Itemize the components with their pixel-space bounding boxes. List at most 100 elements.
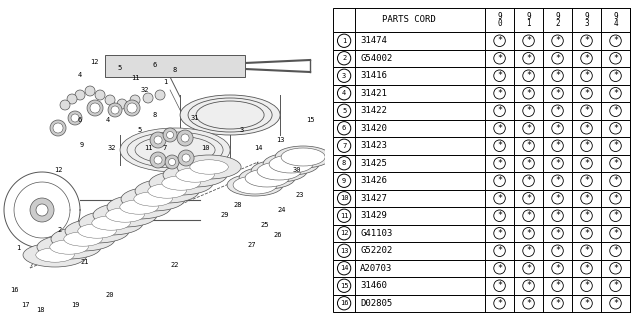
Text: *: * — [555, 229, 560, 238]
Circle shape — [71, 114, 79, 122]
Text: 7: 7 — [342, 143, 346, 149]
Circle shape — [610, 35, 621, 46]
Text: *: * — [497, 211, 502, 220]
Ellipse shape — [127, 132, 223, 168]
Text: 8: 8 — [153, 112, 157, 118]
Text: *: * — [497, 176, 502, 185]
Text: 32: 32 — [141, 87, 149, 93]
Text: *: * — [613, 229, 618, 238]
Circle shape — [87, 100, 103, 116]
Text: *: * — [613, 159, 618, 168]
Circle shape — [163, 128, 177, 142]
Text: 7: 7 — [163, 145, 167, 151]
Bar — [333, 172, 630, 189]
Ellipse shape — [37, 235, 101, 259]
Text: 15: 15 — [306, 117, 314, 123]
Text: 31426: 31426 — [360, 176, 387, 185]
Text: *: * — [526, 194, 531, 203]
Ellipse shape — [177, 155, 241, 179]
Circle shape — [552, 175, 563, 187]
Circle shape — [552, 105, 563, 116]
Text: 2: 2 — [58, 227, 62, 233]
Text: *: * — [555, 141, 560, 150]
Bar — [333, 260, 630, 277]
Text: 6: 6 — [78, 117, 82, 123]
Text: 5: 5 — [138, 127, 142, 133]
Text: *: * — [497, 89, 502, 98]
Circle shape — [75, 90, 85, 100]
Circle shape — [580, 140, 592, 152]
Bar — [333, 294, 630, 312]
Text: *: * — [613, 124, 618, 133]
Text: 31460: 31460 — [360, 281, 387, 290]
Text: *: * — [526, 71, 531, 80]
Text: 4: 4 — [106, 117, 110, 123]
Text: *: * — [584, 124, 589, 133]
Circle shape — [337, 52, 351, 65]
Ellipse shape — [65, 219, 129, 243]
Text: *: * — [526, 124, 531, 133]
Text: *: * — [584, 176, 589, 185]
Circle shape — [580, 210, 592, 221]
Text: *: * — [526, 281, 531, 290]
Circle shape — [610, 123, 621, 134]
Circle shape — [178, 150, 194, 166]
Text: 24: 24 — [278, 207, 286, 213]
Text: G41103: G41103 — [360, 229, 392, 238]
Ellipse shape — [134, 192, 172, 206]
Text: 29: 29 — [221, 212, 229, 218]
Text: *: * — [555, 106, 560, 115]
Circle shape — [337, 87, 351, 100]
Text: 12: 12 — [340, 230, 348, 236]
Circle shape — [130, 95, 140, 105]
Circle shape — [67, 94, 77, 104]
Text: 12: 12 — [54, 167, 62, 173]
Ellipse shape — [135, 136, 215, 164]
Circle shape — [494, 228, 506, 239]
Text: *: * — [613, 246, 618, 255]
Text: *: * — [613, 176, 618, 185]
Text: 6: 6 — [342, 125, 346, 131]
Text: G54002: G54002 — [360, 54, 392, 63]
Circle shape — [610, 298, 621, 309]
Text: *: * — [613, 281, 618, 290]
Text: 18: 18 — [36, 307, 44, 313]
Bar — [333, 50, 630, 67]
Text: 26: 26 — [274, 232, 282, 238]
Circle shape — [337, 297, 351, 310]
Text: *: * — [555, 211, 560, 220]
Circle shape — [53, 123, 63, 133]
Text: *: * — [526, 176, 531, 185]
Ellipse shape — [257, 162, 301, 180]
Text: 23: 23 — [296, 192, 305, 198]
Text: 8: 8 — [173, 67, 177, 73]
Circle shape — [143, 93, 153, 103]
Ellipse shape — [50, 240, 88, 254]
Text: *: * — [584, 89, 589, 98]
Ellipse shape — [135, 179, 199, 203]
Circle shape — [610, 140, 621, 152]
Circle shape — [50, 120, 66, 136]
Ellipse shape — [64, 232, 102, 246]
Circle shape — [523, 157, 534, 169]
Ellipse shape — [78, 224, 116, 238]
Text: 31474: 31474 — [360, 36, 387, 45]
Circle shape — [552, 35, 563, 46]
Circle shape — [337, 69, 351, 82]
Ellipse shape — [239, 167, 295, 189]
Ellipse shape — [176, 168, 214, 182]
Text: 31429: 31429 — [360, 211, 387, 220]
Circle shape — [523, 280, 534, 292]
Text: 17: 17 — [20, 302, 29, 308]
Circle shape — [580, 52, 592, 64]
Text: 31420: 31420 — [360, 124, 387, 133]
Ellipse shape — [120, 200, 158, 214]
Text: *: * — [526, 264, 531, 273]
Text: *: * — [555, 176, 560, 185]
Circle shape — [523, 245, 534, 257]
Ellipse shape — [92, 216, 131, 230]
Text: *: * — [555, 281, 560, 290]
Text: *: * — [613, 54, 618, 63]
Circle shape — [552, 262, 563, 274]
Text: *: * — [526, 299, 531, 308]
